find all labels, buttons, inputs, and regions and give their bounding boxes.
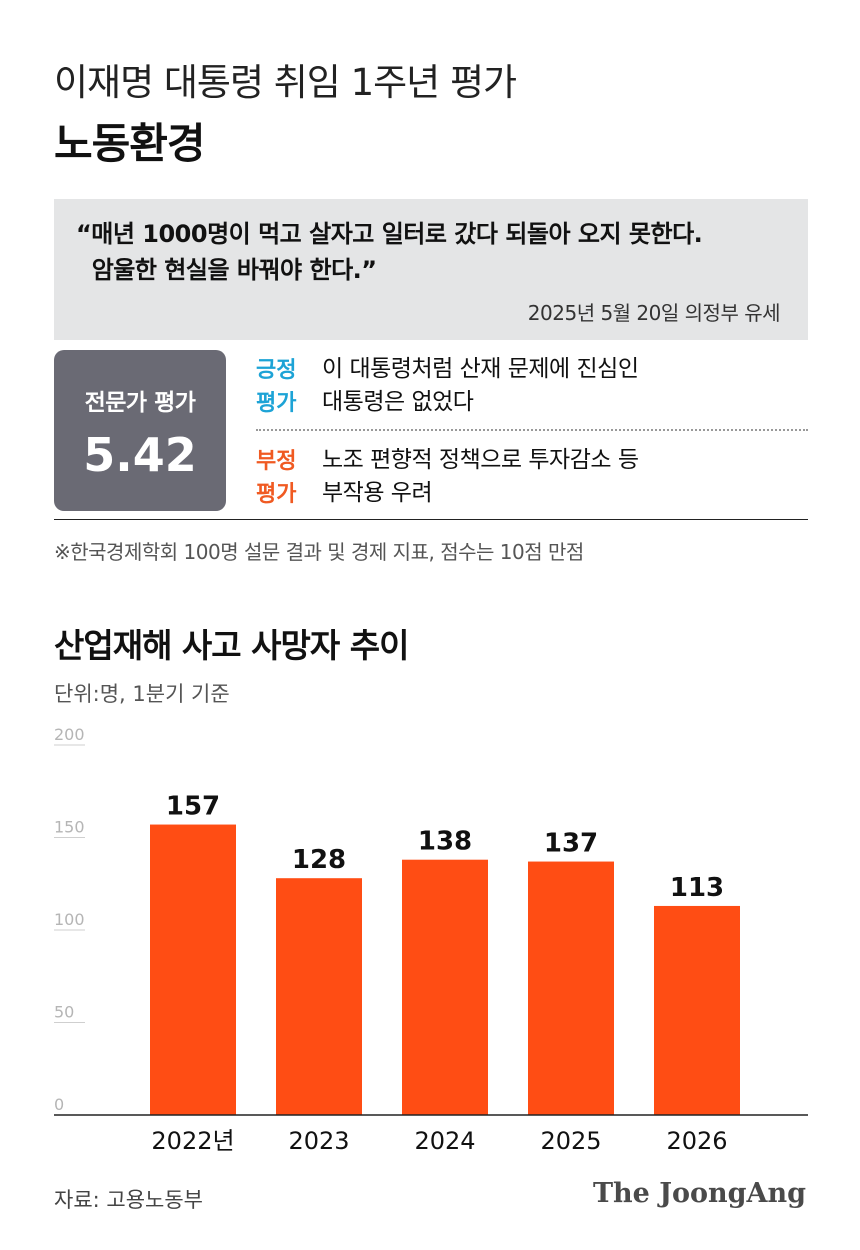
bar-2025 [528, 861, 614, 1115]
positive-tag-line-1: 긍정 [256, 358, 297, 383]
negative-text-line-2: 부작용 우려 [322, 480, 433, 506]
y-tick-label: 200 [54, 725, 85, 744]
bar-chart: 0 50 100 150 200 157 2022년 128 2023 138 2024 137 202… [54, 725, 808, 1155]
x-tick-label: 2026 [666, 1127, 727, 1155]
bar-2024 [402, 859, 488, 1115]
y-tick-label: 100 [54, 910, 85, 929]
negative-tag-line-1: 부정 [256, 449, 297, 474]
positive-text-line-2: 대통령은 없었다 [322, 389, 474, 415]
bar-value-label: 137 [544, 829, 598, 859]
y-tick-label: 0 [54, 1095, 64, 1114]
positive-tag-line-2: 평가 [256, 391, 297, 416]
quote-box [54, 199, 808, 340]
x-tick-label: 2022년 [151, 1127, 234, 1155]
bar-value-label: 113 [670, 873, 724, 903]
chart-unit-label: 단위:명, 1분기 기준 [54, 682, 230, 706]
expert-score-card [54, 350, 226, 511]
x-tick-label: 2025 [540, 1127, 601, 1155]
bar-value-label: 138 [418, 827, 472, 857]
y-tick-label: 150 [54, 818, 85, 837]
negative-text-line-1: 노조 편향적 정책으로 투자감소 등 [322, 447, 639, 473]
publisher-logo: The JoongAng [592, 1178, 806, 1209]
quote-source: 2025년 5월 20일 의정부 유세 [527, 301, 781, 325]
page-title: 노동환경 [54, 119, 206, 168]
quote-line-2: 암울한 현실을 바꿔야 한다.” [76, 256, 377, 284]
page-subtitle: 이재명 대통령 취임 1주년 평가 [54, 61, 517, 104]
x-tick-label: 2024 [414, 1127, 475, 1155]
dotted-divider [256, 429, 808, 431]
section-rule [54, 519, 808, 520]
bar-2026 [654, 905, 740, 1115]
data-source: 자료: 고용노동부 [54, 1188, 203, 1212]
bar-value-label: 128 [292, 845, 346, 875]
positive-text-line-1: 이 대통령처럼 산재 문제에 진심인 [322, 356, 639, 382]
quote-line-1: “매년 1000명이 먹고 살자고 일터로 갔다 되돌아 오지 못한다. [76, 220, 703, 248]
expert-score-label: 전문가 평가 [84, 390, 196, 416]
negative-tag-line-2: 평가 [256, 482, 297, 507]
bar-2023 [276, 878, 362, 1115]
chart-title: 산업재해 사고 사망자 추이 [54, 626, 409, 665]
x-tick-label: 2023 [288, 1127, 349, 1155]
bar-value-label: 157 [166, 792, 220, 822]
bar-2022년 [150, 824, 236, 1115]
expert-score-value: 5.42 [83, 428, 197, 482]
survey-note: ※한국경제학회 100명 설문 결과 및 경제 지표, 점수는 10점 만점 [54, 540, 584, 564]
y-tick-label: 50 [54, 1003, 74, 1022]
